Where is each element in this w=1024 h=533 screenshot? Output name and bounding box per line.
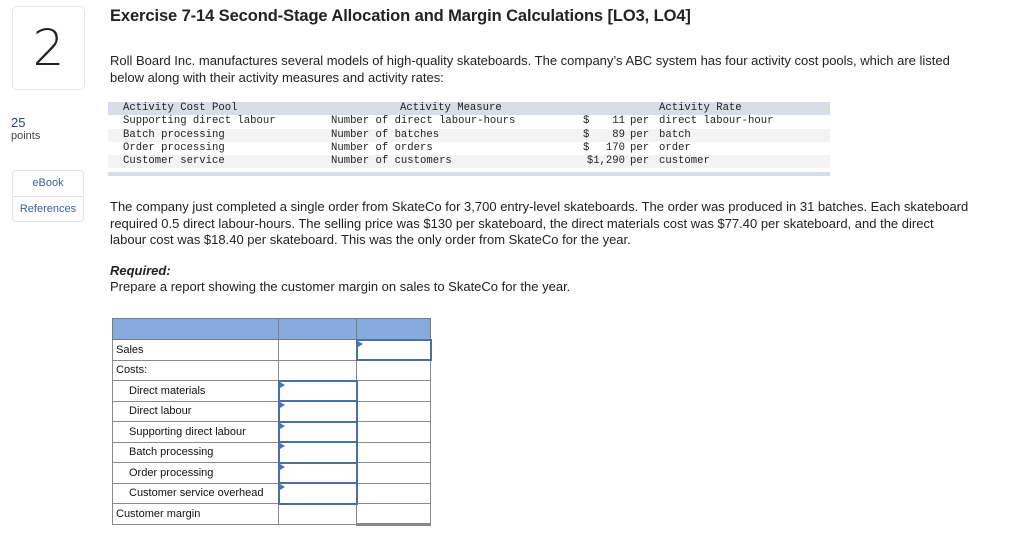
- worksheet-row-supporting-direct-labour: Supporting direct labour: [112, 420, 431, 443]
- row-label: Direct labour: [112, 400, 279, 422]
- rate-per: per: [630, 155, 650, 168]
- empty-cell: [278, 359, 357, 381]
- order-processing-input[interactable]: [279, 463, 356, 482]
- worksheet-row-customer-service-overhead: Customer service overhead: [112, 482, 431, 505]
- rate-amount: 11: [612, 115, 625, 128]
- points-value: 25: [11, 115, 26, 130]
- pool-name: Customer service: [123, 155, 225, 168]
- header-cell: [278, 318, 357, 340]
- row-label: Direct materials: [112, 380, 279, 402]
- worksheet-row-costs: Costs:: [112, 359, 431, 381]
- batch-processing-input[interactable]: [279, 443, 356, 462]
- dollar-sign: $: [583, 115, 590, 128]
- row-label: Order processing: [112, 462, 279, 484]
- activity-row: Customer service Number of customers $1,…: [108, 155, 830, 169]
- dollar-sign: $: [583, 141, 590, 154]
- rate-amount: 89: [612, 128, 625, 141]
- activity-measure: Number of batches: [331, 128, 440, 141]
- empty-cell: [278, 503, 357, 525]
- rate-unit: batch: [659, 128, 691, 141]
- customer-service-overhead-input[interactable]: [279, 484, 356, 503]
- row-label: Batch processing: [112, 441, 279, 463]
- empty-cell: [278, 339, 357, 361]
- activity-table-header: Activity Cost Pool Activity Measure Acti…: [108, 102, 830, 116]
- worksheet-row-direct-labour: Direct labour: [112, 400, 431, 423]
- resources-panel: eBook References: [12, 170, 84, 222]
- worksheet-row-batch-processing: Batch processing: [112, 441, 431, 464]
- direct-materials-input[interactable]: [279, 381, 356, 400]
- row-label: Supporting direct labour: [112, 421, 279, 443]
- row-label: Sales: [112, 339, 279, 361]
- pool-name: Supporting direct labour: [123, 115, 276, 128]
- empty-cell: [356, 441, 431, 463]
- rate-amount: 170: [605, 141, 625, 154]
- empty-cell: [356, 482, 431, 504]
- rate-amount: $1,290: [586, 155, 625, 168]
- worksheet-row-direct-materials: Direct materials: [112, 379, 431, 402]
- direct-labour-input[interactable]: [279, 402, 356, 421]
- customer-margin-worksheet: Sales Costs: Direct materials Direct lab…: [112, 318, 432, 526]
- worksheet-row-order-processing: Order processing: [112, 461, 431, 484]
- rate-per: per: [630, 128, 650, 141]
- rate-unit: customer: [659, 155, 710, 168]
- pool-name: Order processing: [123, 141, 225, 154]
- header-cell: [112, 318, 279, 340]
- empty-cell: [356, 400, 431, 422]
- activity-row: Supporting direct labour Number of direc…: [108, 115, 830, 128]
- worksheet-row-sales: Sales: [112, 338, 432, 361]
- sales-amount-input[interactable]: [357, 340, 430, 359]
- scenario-paragraph: The company just completed a single orde…: [110, 199, 969, 247]
- row-label: Customer margin: [112, 503, 279, 525]
- direct-materials-cell[interactable]: [277, 379, 358, 402]
- required-instruction: Prepare a report showing the customer ma…: [110, 279, 571, 294]
- activity-rates-table: Activity Cost Pool Activity Measure Acti…: [108, 102, 830, 177]
- rate-per: per: [630, 115, 650, 128]
- row-label: Costs:: [112, 359, 279, 381]
- activity-measure: Number of direct labour-hours: [331, 115, 516, 128]
- header-measure: Activity Measure: [400, 102, 502, 114]
- activity-measure: Number of customers: [331, 155, 452, 168]
- customer-margin-total-cell: [356, 503, 431, 526]
- rate-per: per: [630, 141, 650, 154]
- activity-table-footer-bar: [108, 172, 830, 177]
- header-pool: Activity Cost Pool: [123, 102, 238, 114]
- pool-name: Batch processing: [123, 128, 225, 141]
- points-label: points: [11, 130, 41, 142]
- rate-unit: order: [659, 141, 691, 154]
- question-number: 2: [32, 19, 65, 77]
- activity-row: Order processing Number of orders $ 170 …: [108, 142, 830, 155]
- required-heading: Required:: [110, 263, 171, 278]
- activity-measure: Number of orders: [331, 141, 433, 154]
- order-processing-cell[interactable]: [277, 461, 358, 484]
- empty-cell: [356, 421, 431, 443]
- header-rate: Activity Rate: [659, 102, 742, 114]
- question-number-badge: 2: [12, 6, 85, 90]
- empty-cell: [356, 359, 431, 381]
- references-link[interactable]: References: [13, 196, 83, 221]
- row-label: Customer service overhead: [112, 482, 279, 504]
- ebook-link[interactable]: eBook: [32, 177, 64, 189]
- worksheet-header-row: [112, 318, 431, 340]
- dollar-sign: $: [583, 128, 590, 141]
- batch-processing-cell[interactable]: [277, 441, 358, 464]
- supporting-direct-labour-input[interactable]: [279, 422, 356, 441]
- empty-cell: [356, 462, 431, 484]
- empty-cell: [356, 380, 431, 402]
- sales-amount-cell[interactable]: [355, 338, 432, 361]
- supporting-direct-labour-cell[interactable]: [277, 420, 358, 443]
- activity-row: Batch processing Number of batches $ 89 …: [108, 128, 830, 142]
- direct-labour-cell[interactable]: [277, 400, 358, 423]
- header-cell: [356, 318, 431, 340]
- worksheet-row-customer-margin: Customer margin: [112, 503, 431, 526]
- exercise-title: Exercise 7-14 Second-Stage Allocation an…: [110, 7, 691, 25]
- intro-paragraph: Roll Board Inc. manufactures several mod…: [110, 53, 950, 85]
- rate-unit: direct labour-hour: [659, 115, 774, 128]
- customer-service-overhead-cell[interactable]: [277, 482, 358, 505]
